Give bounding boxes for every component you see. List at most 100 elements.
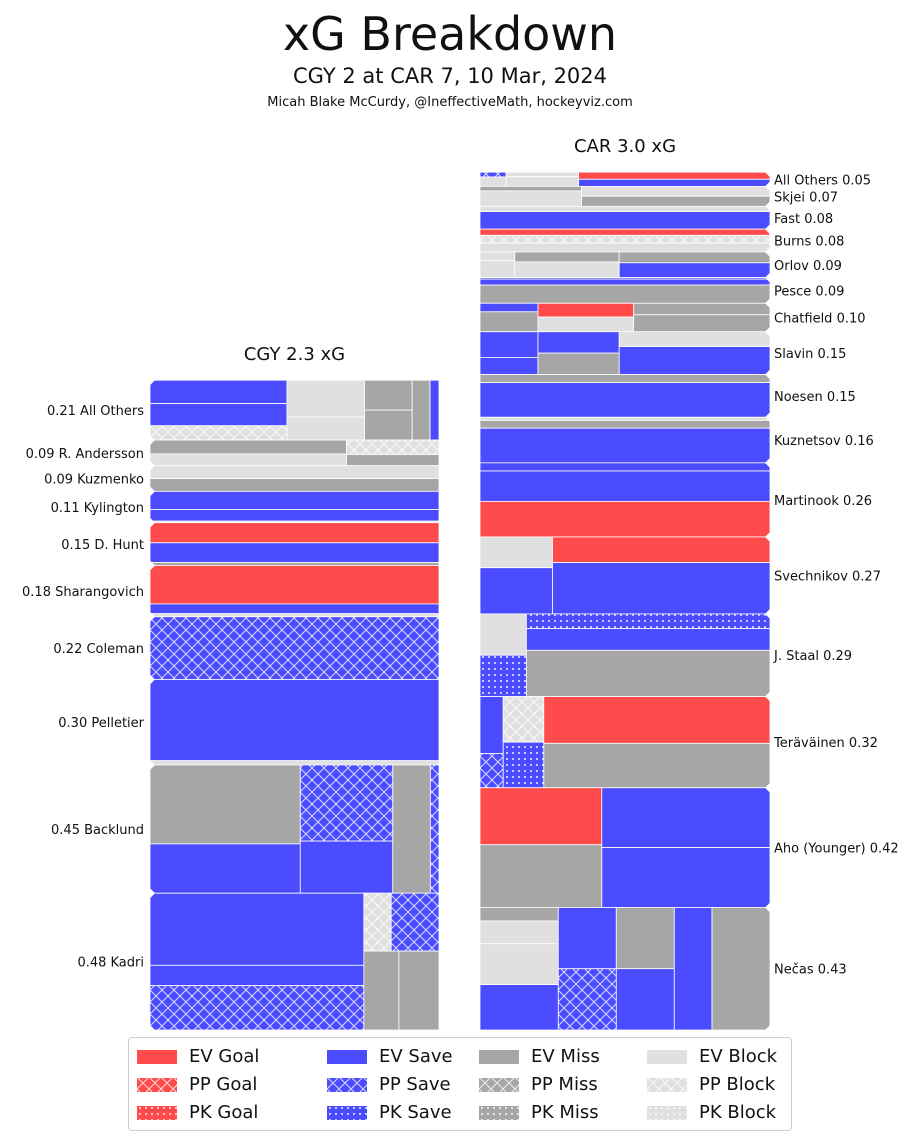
- cgy-kuzmenko-shot-1: [149, 478, 440, 492]
- cgy-backlund-shot-5: [429, 764, 440, 894]
- cgy-kadri-shot-4: [390, 892, 440, 952]
- car-slavin-shot-1: [479, 356, 539, 375]
- legend-item-pp-block: PP Block: [647, 1072, 775, 1098]
- car-teravainen-box: [479, 696, 771, 789]
- cgy-all-others-shot-7: [411, 379, 431, 441]
- legend-item-pk-save: PK Save: [327, 1100, 452, 1126]
- cgy-kuzmenko-notch: [150, 465, 155, 492]
- car-fast-shot-0: [479, 205, 771, 212]
- legend-label: PP Save: [379, 1074, 451, 1095]
- car-skjei-label: Skjei 0.07: [774, 190, 838, 205]
- cgy-d-hunt-shot-1: [149, 542, 440, 563]
- cgy-kadri-shot-3: [363, 892, 392, 952]
- car-j-staal-label: J. Staal 0.29: [773, 649, 852, 664]
- car-j-staal-shot-1: [479, 654, 527, 697]
- legend-item-pk-miss: PK Miss: [479, 1100, 599, 1126]
- car-svechnikov-shot-3: [552, 562, 771, 615]
- cgy-kadri-shot-1: [149, 964, 365, 987]
- cgy-backlund-shot-0: [149, 764, 301, 845]
- legend-item-ev-block: EV Block: [647, 1044, 777, 1070]
- car-chatfield-shot-4: [633, 302, 771, 316]
- cgy-r-andersson-shot-3: [346, 454, 440, 467]
- car-orlov-shot-2: [514, 251, 620, 263]
- cgy-r-andersson-shot-2: [346, 439, 440, 455]
- cgy-pelletier-shot-1: [149, 760, 440, 766]
- car-kuznetsov-shot-0: [479, 416, 771, 421]
- car-teravainen-shot-5: [543, 742, 771, 789]
- car-chatfield-box: [479, 302, 771, 333]
- car-chatfield-shot-2: [537, 302, 635, 318]
- car-slavin-shot-0: [479, 331, 539, 358]
- car-teravainen-shot-3: [502, 741, 545, 789]
- legend-swatch-pp-goal: [137, 1078, 177, 1092]
- car-martinook-shot-1: [479, 470, 771, 502]
- cgy-all-others-shot-5: [364, 379, 413, 411]
- car-all-others-label: All Others 0.05: [774, 173, 871, 188]
- legend-swatch-pk-miss: [479, 1106, 519, 1120]
- chart-byline: Micah Blake McCurdy, @IneffectiveMath, h…: [267, 95, 633, 110]
- car-kuznetsov-box: [479, 416, 771, 464]
- cgy-d-hunt-shot-2: [149, 562, 440, 566]
- car-pesce-box: [479, 277, 771, 304]
- cgy-coleman-box: [149, 616, 440, 680]
- cgy-d-hunt-label: 0.15 D. Hunt: [61, 538, 144, 553]
- car-j-staal-shot-4: [526, 649, 771, 697]
- car-chatfield-shot-0: [479, 302, 539, 313]
- legend-label: PK Miss: [531, 1102, 599, 1123]
- car-orlov-label: Orlov 0.09: [774, 259, 842, 274]
- car-aho-younger-label: Aho (Younger) 0.42: [774, 842, 899, 857]
- cgy-pelletier-shot-0: [149, 679, 440, 762]
- car-pesce-notch: [765, 277, 770, 304]
- car-chatfield-shot-5: [633, 314, 771, 333]
- car-necas-shot-0: [479, 907, 559, 922]
- legend-label: EV Goal: [189, 1046, 260, 1067]
- cgy-coleman-label: 0.22 Coleman: [53, 642, 144, 657]
- car-noesen-shot-0: [479, 374, 771, 384]
- cgy-kadri-box: [149, 892, 440, 1031]
- car-necas-shot-3: [479, 984, 559, 1031]
- legend-label: EV Save: [379, 1046, 453, 1067]
- cgy-all-others-shot-0: [149, 379, 288, 405]
- car-burns-shot-0: [479, 228, 771, 236]
- cgy-kylington-box: [149, 490, 440, 524]
- cgy-all-others-shot-2: [149, 425, 288, 441]
- car-svechnikov-shot-0: [479, 536, 553, 569]
- car-martinook-box: [479, 462, 771, 538]
- car-slavin-shot-2: [537, 331, 620, 354]
- car-necas-shot-5: [557, 968, 617, 1031]
- car-necas-shot-7: [615, 968, 675, 1031]
- car-chatfield-shot-3: [537, 316, 635, 333]
- cgy-backlund-shot-2: [299, 764, 394, 842]
- cgy-all-others-shot-6: [364, 409, 413, 441]
- car-svechnikov-shot-1: [479, 567, 553, 615]
- car-svechnikov-shot-2: [552, 536, 771, 564]
- legend-swatch-ev-goal: [137, 1050, 177, 1064]
- legend-swatch-ev-save: [327, 1050, 367, 1064]
- cgy-pelletier-label: 0.30 Pelletier: [58, 716, 144, 731]
- cgy-all-others-shot-4: [286, 416, 365, 441]
- car-teravainen-label: Teräväinen 0.32: [773, 736, 878, 751]
- legend-item-pk-goal: PK Goal: [137, 1100, 258, 1126]
- legend-item-pp-miss: PP Miss: [479, 1072, 598, 1098]
- car-all-others-shot-1: [479, 176, 507, 187]
- cgy-sharangovich-box: [149, 565, 440, 618]
- car-aho-younger-shot-3: [601, 847, 771, 908]
- car-necas-shot-9: [711, 907, 771, 1031]
- car-martinook-label: Martinook 0.26: [774, 494, 872, 509]
- cgy-kylington-notch: [150, 491, 155, 523]
- car-necas-shot-8: [673, 907, 713, 1031]
- car-all-others-notch: [765, 172, 770, 187]
- legend-swatch-pk-goal: [137, 1106, 177, 1120]
- cgy-kadri-shot-2: [149, 985, 365, 1031]
- legend-swatch-ev-block: [647, 1050, 687, 1064]
- car-necas-shot-1: [479, 920, 559, 945]
- car-panel-title: CAR 3.0 xG: [573, 136, 677, 157]
- car-orlov-shot-1: [479, 260, 516, 279]
- car-all-others-box: [479, 171, 771, 187]
- cgy-panel-title: CGY 2.3 xG: [243, 344, 346, 365]
- cgy-kylington-label: 0.11 Kylington: [51, 501, 144, 516]
- car-orlov-shot-0: [479, 251, 516, 261]
- cgy-backlund-shot-1: [149, 843, 301, 894]
- car-pesce-shot-2: [479, 284, 771, 304]
- cgy-sharangovich-shot-0: [149, 565, 440, 605]
